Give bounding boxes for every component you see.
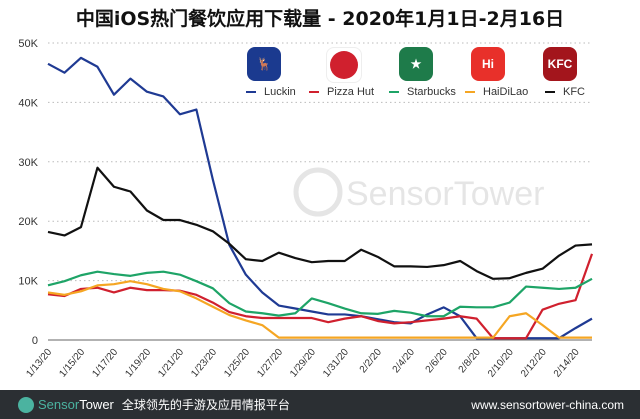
starbucks-app-icon: ★ [399,47,433,81]
x-tick-label: 1/31/20 [321,347,351,380]
luckin-app-icon: 🦌 [247,47,281,81]
y-tick-label: 30K [18,157,38,169]
x-tick-label: 2/10/20 [486,347,516,380]
y-tick-label: 20K [18,216,38,228]
x-tick-label: 1/25/20 [222,347,252,380]
haidilao-app-icon: Hi [471,47,505,81]
legend-swatch [246,91,256,93]
legend-label: HaiDiLao [483,86,529,98]
legend-item-pizza-hut: Pizza Hut [309,86,374,98]
line-chart: SensorTower 0 10K 20K 30K 40K 50K 1/13/20 1/15… [18,38,594,380]
sensortower-logo-icon [18,396,34,413]
x-tick-label: 2/6/20 [424,347,451,376]
legend-label: Pizza Hut [327,86,375,98]
chart-title: 中国iOS热门餐饮应用下载量 - 2020年1月1日-2月16日 [75,8,565,30]
legend-item-luckin: Luckin [246,86,296,98]
x-tick-label: 2/4/20 [391,347,418,376]
series-line-haidilao [47,280,592,339]
legend-label: Luckin [264,86,296,98]
y-tick-label: 0 [32,335,38,347]
legend-swatch [389,91,399,93]
legend-label: Starbucks [407,86,456,98]
y-tick-label: 40K [18,97,38,109]
footer-tagline: 全球领先的手游及应用情报平台 [121,398,290,412]
series-line-kfc [47,166,593,280]
x-tick-label: 2/12/20 [519,347,549,380]
x-tick-label: 1/27/20 [255,347,285,380]
y-tick-label: 10K [18,276,38,288]
x-tick-label: 1/19/20 [123,347,153,380]
x-tick-label: 1/29/20 [288,347,318,380]
kfc-app-icon: KFC [543,47,577,81]
footer-bar: Sensor Tower 全球领先的手游及应用情报平台 www.sensorto… [0,390,640,419]
x-tick-label: 2/8/20 [457,347,484,376]
x-tick-label: 1/13/20 [24,347,54,380]
x-tick-label: 1/17/20 [90,347,120,380]
x-tick-label: 1/21/20 [156,347,186,380]
x-tick-label: 1/23/20 [189,347,219,380]
footer-brand-a: Sensor [38,397,80,412]
legend-item-starbucks: Starbucks [389,86,456,98]
x-tick-label: 1/15/20 [57,347,87,380]
watermark-text: SensorTower [346,175,544,213]
footer-url[interactable]: www.sensortower-china.com [471,397,624,412]
legend-swatch [309,91,319,93]
legend-item-kfc: KFC [545,86,585,98]
series-line-pizza-hut [47,253,594,340]
y-tick-label: 50K [18,38,38,50]
legend-swatch [545,91,555,93]
x-tick-label: 2/2/20 [358,347,385,376]
legend-item-haidilao: HaiDiLao [465,86,528,98]
series-line-starbucks [47,270,593,318]
sensortower-watermark: SensorTower [293,167,544,217]
x-tick-label: 2/14/20 [552,347,582,380]
legend-swatch [465,91,475,93]
footer-brand-b: Tower [79,397,114,412]
legend-label: KFC [563,86,585,98]
pizza-hut-app-icon [326,47,362,83]
